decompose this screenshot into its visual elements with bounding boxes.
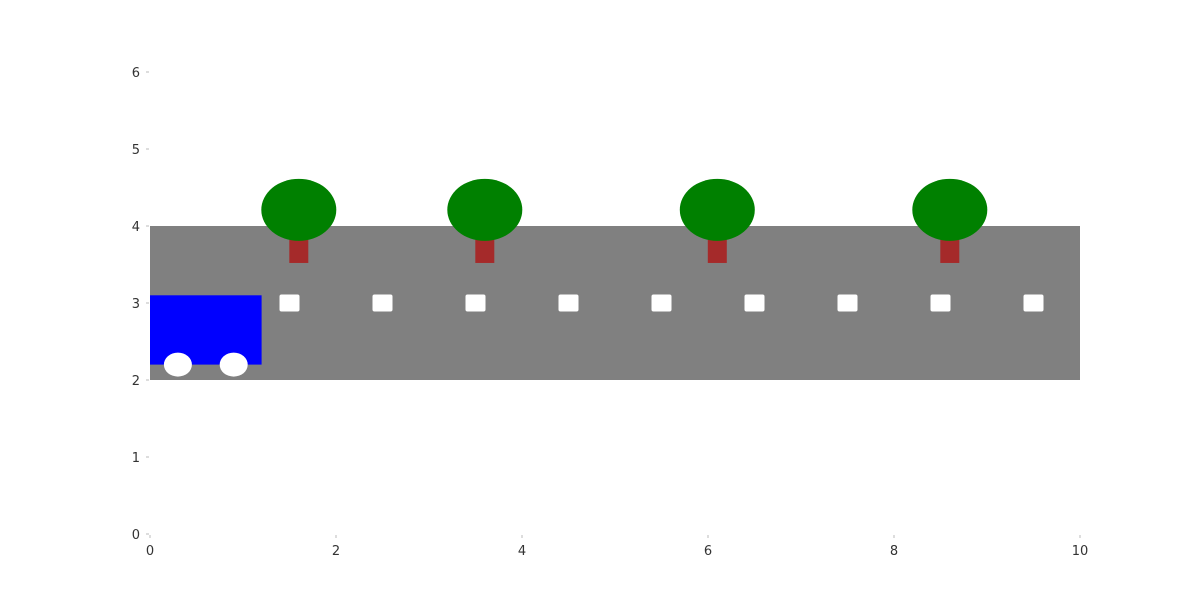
trees bbox=[261, 178, 988, 263]
tree bbox=[679, 178, 755, 263]
tree-canopy bbox=[912, 178, 988, 241]
y-tick-label: 6 bbox=[132, 66, 140, 81]
truck-wheel bbox=[219, 352, 248, 377]
y-tick-label: 1 bbox=[132, 451, 140, 466]
y-tick-label: 5 bbox=[132, 143, 140, 158]
lane-marking bbox=[930, 294, 951, 312]
lane-marking bbox=[1023, 294, 1044, 312]
y-tick-label: 4 bbox=[132, 220, 140, 235]
y-tick-label: 0 bbox=[132, 528, 140, 543]
y-tick-label: 3 bbox=[132, 297, 140, 312]
tree bbox=[447, 178, 523, 263]
x-tick-label: 4 bbox=[518, 544, 526, 559]
lane-marking bbox=[465, 294, 486, 312]
tree-canopy bbox=[679, 178, 755, 241]
truck-wheel bbox=[163, 352, 192, 377]
lane-marking bbox=[651, 294, 672, 312]
lane-marking bbox=[372, 294, 393, 312]
truck-body bbox=[150, 295, 262, 365]
x-tick-label: 8 bbox=[890, 544, 898, 559]
x-tick-label: 6 bbox=[704, 544, 712, 559]
tree bbox=[261, 178, 337, 263]
x-tick-label: 2 bbox=[332, 544, 340, 559]
axes: 0 2 4 6 8 10 0 1 2 3 4 5 6 bbox=[132, 66, 1089, 559]
lane-marking bbox=[558, 294, 579, 312]
truck bbox=[150, 295, 262, 377]
lane-marking bbox=[279, 294, 300, 312]
lane-markings bbox=[279, 294, 1044, 312]
lane-marking bbox=[837, 294, 858, 312]
tree-canopy bbox=[261, 178, 337, 241]
x-tick-label: 0 bbox=[146, 544, 154, 559]
lane-marking bbox=[744, 294, 765, 312]
tree bbox=[912, 178, 988, 263]
x-tick-label: 10 bbox=[1072, 544, 1089, 559]
y-tick-label: 2 bbox=[132, 374, 140, 389]
tree-canopy bbox=[447, 178, 523, 241]
